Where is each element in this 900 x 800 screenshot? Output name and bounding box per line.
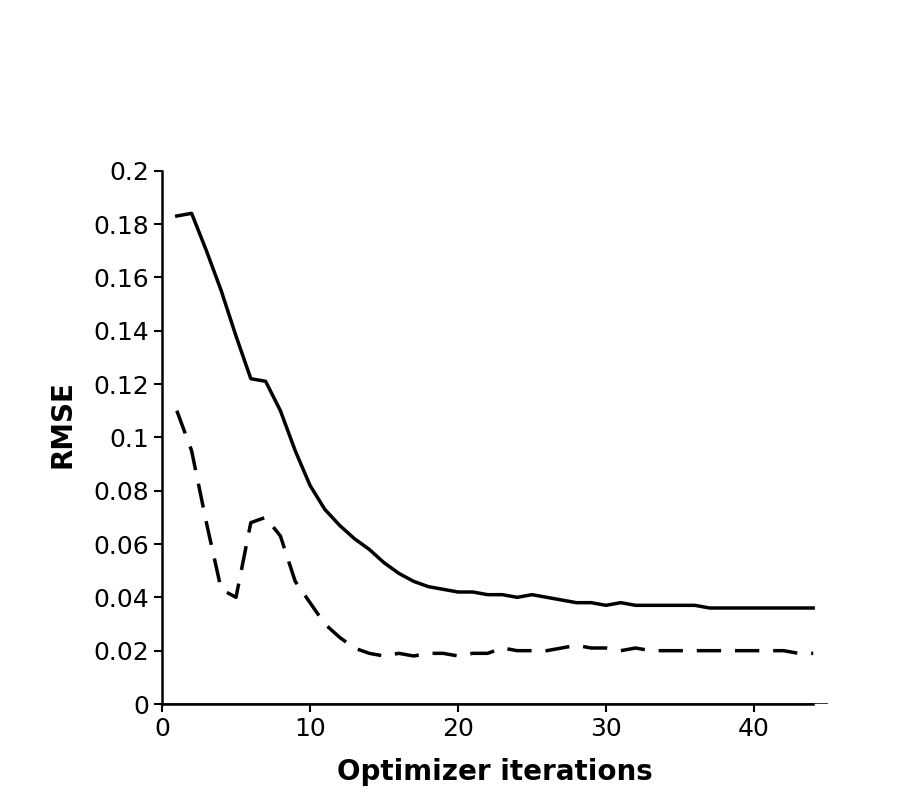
- X-axis label: Optimizer iterations: Optimizer iterations: [338, 758, 652, 786]
- Y-axis label: RMSE: RMSE: [49, 380, 76, 468]
